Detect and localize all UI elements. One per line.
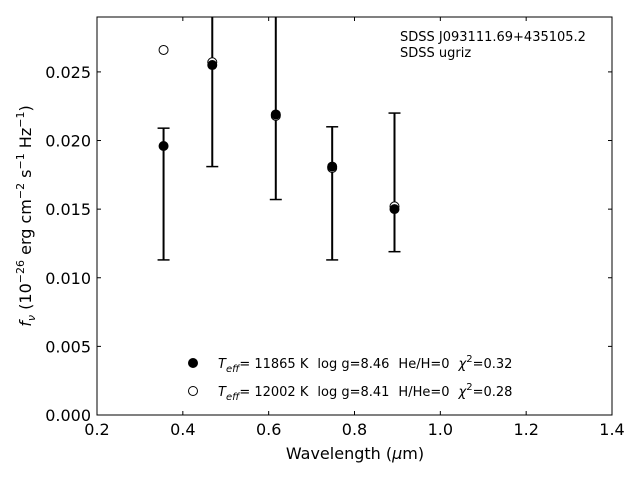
data-markers [158, 44, 400, 215]
y-tick-label: 0.000 [45, 406, 91, 425]
error-bars [157, 17, 401, 261]
x-tick-label: 0.8 [342, 420, 367, 439]
data-point-filled [207, 60, 218, 71]
x-tick-label: 0.2 [84, 420, 109, 439]
x-tick-label: 0.4 [170, 420, 195, 439]
x-axis-ticks: 0.2 0.4 0.6 0.8 1.0 1.2 1.4 [84, 17, 625, 439]
x-tick-label: 1.4 [599, 420, 624, 439]
data-point-filled [270, 109, 281, 120]
x-tick-label: 1.2 [513, 420, 538, 439]
y-tick-label: 0.025 [45, 63, 91, 82]
y-tick-label: 0.010 [45, 269, 91, 288]
data-point-open [158, 44, 169, 55]
x-tick-label: 0.6 [256, 420, 281, 439]
y-axis-label: fν (10−26 erg cm−2 s−1 Hz−1) [14, 105, 38, 326]
data-point-filled [327, 161, 338, 172]
data-point-filled [158, 141, 169, 152]
data-point-filled [389, 204, 400, 215]
y-tick-label: 0.005 [45, 337, 91, 356]
annotation-filter-set: SDSS ugriz [400, 46, 471, 61]
x-axis-label: Wavelength (μm) [286, 444, 424, 463]
y-tick-label: 0.020 [45, 132, 91, 151]
annotation-object-name: SDSS J093111.69+435105.2 [400, 30, 586, 45]
y-axis-ticks: 0.000 0.005 0.010 0.015 0.020 0.025 [45, 63, 612, 425]
x-tick-label: 1.0 [428, 420, 453, 439]
plot-frame [96, 16, 613, 416]
y-tick-label: 0.015 [45, 200, 91, 219]
legend-marker-filled [188, 358, 198, 368]
legend-marker-open [188, 386, 198, 396]
